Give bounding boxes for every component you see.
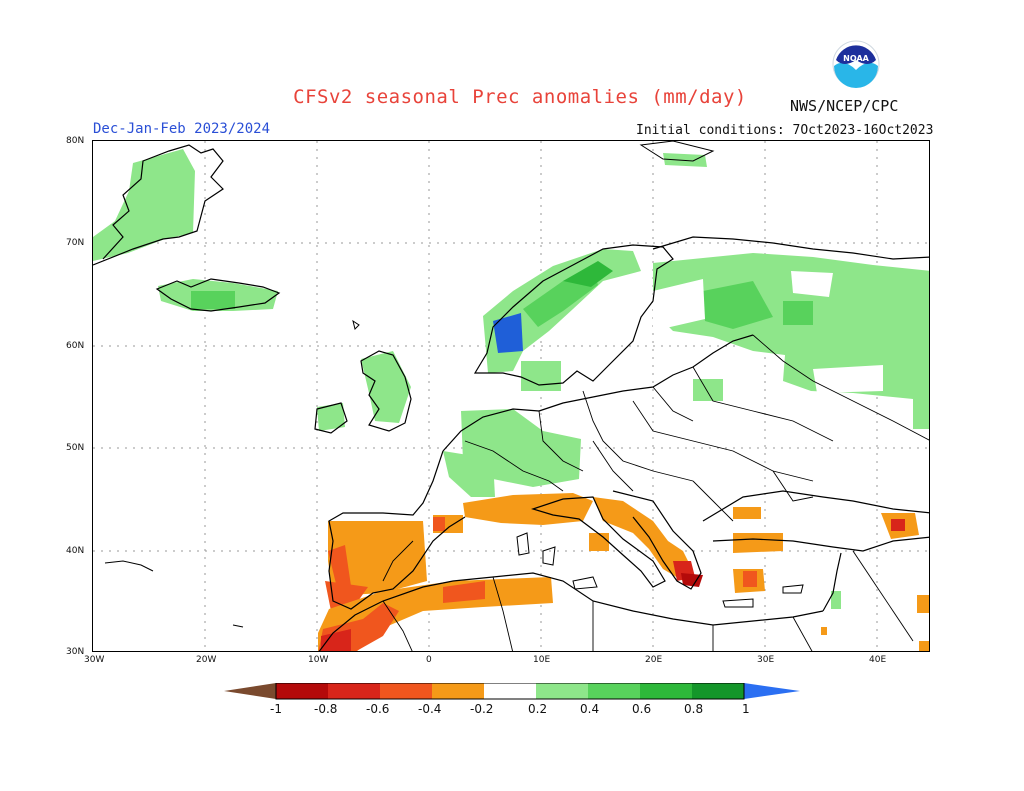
lat-label-60n: 60N	[66, 341, 85, 351]
colorbar-swatch-above	[744, 683, 800, 699]
dry-anomaly-regions	[318, 493, 929, 651]
initial-conditions-label: Initial conditions: 7Oct2023-16Oct2023	[636, 123, 934, 138]
colorbar-swatch-7	[588, 683, 640, 699]
lon-label-10e: 10E	[533, 655, 551, 665]
colorbar-label: -0.8	[314, 702, 338, 716]
colorbar-label: 0.2	[528, 702, 548, 716]
colorbar-swatch-6	[536, 683, 588, 699]
lon-label-30w: 30W	[84, 655, 105, 665]
lat-label-70n: 70N	[66, 238, 85, 248]
lon-label-20e: 20E	[645, 655, 663, 665]
colorbar-swatch-1	[276, 683, 328, 699]
wet-anomaly-regions	[93, 149, 929, 609]
colorbar-swatch-9	[692, 683, 744, 699]
noaa-logo: NOAA	[832, 40, 880, 88]
islands	[104, 141, 804, 628]
lon-label-30e: 30E	[757, 655, 775, 665]
organization-label: NWS/NCEP/CPC	[790, 97, 899, 115]
anomaly-map	[92, 140, 930, 652]
colorbar-swatch-2	[328, 683, 380, 699]
colorbar-swatch-8	[640, 683, 692, 699]
lon-label-10w: 10W	[308, 655, 329, 665]
colorbar-label: 0.6	[632, 702, 652, 716]
coastlines	[93, 144, 929, 651]
colorbar-label: 1	[742, 702, 750, 716]
colorbar-label: -0.2	[470, 702, 494, 716]
logo-text: NOAA	[843, 54, 869, 63]
map-canvas	[93, 141, 929, 651]
lon-label-40e: 40E	[869, 655, 887, 665]
lat-label-40n: 40N	[66, 546, 85, 556]
colorbar-swatch-3	[380, 683, 432, 699]
colorbar	[224, 683, 800, 700]
colorbar-label: -1	[270, 702, 282, 716]
colorbar-label: -0.4	[418, 702, 442, 716]
lon-label-0: 0	[426, 655, 432, 665]
colorbar-swatch-below	[224, 683, 276, 699]
colorbar-swatch-white	[484, 683, 536, 699]
colorbar-label: 0.8	[684, 702, 704, 716]
lat-label-50n: 50N	[66, 443, 85, 453]
colorbar-swatch-4	[432, 683, 484, 699]
season-label: Dec-Jan-Feb 2023/2024	[93, 121, 271, 137]
lat-label-80n: 80N	[66, 136, 85, 146]
lon-label-20w: 20W	[196, 655, 217, 665]
graticule	[93, 141, 929, 651]
lat-label-30n: 30N	[66, 647, 85, 657]
borders	[382, 334, 929, 651]
colorbar-label: 0.4	[580, 702, 600, 716]
colorbar-label: -0.6	[366, 702, 390, 716]
map-title: CFSv2 seasonal Prec anomalies (mm/day)	[293, 86, 747, 108]
